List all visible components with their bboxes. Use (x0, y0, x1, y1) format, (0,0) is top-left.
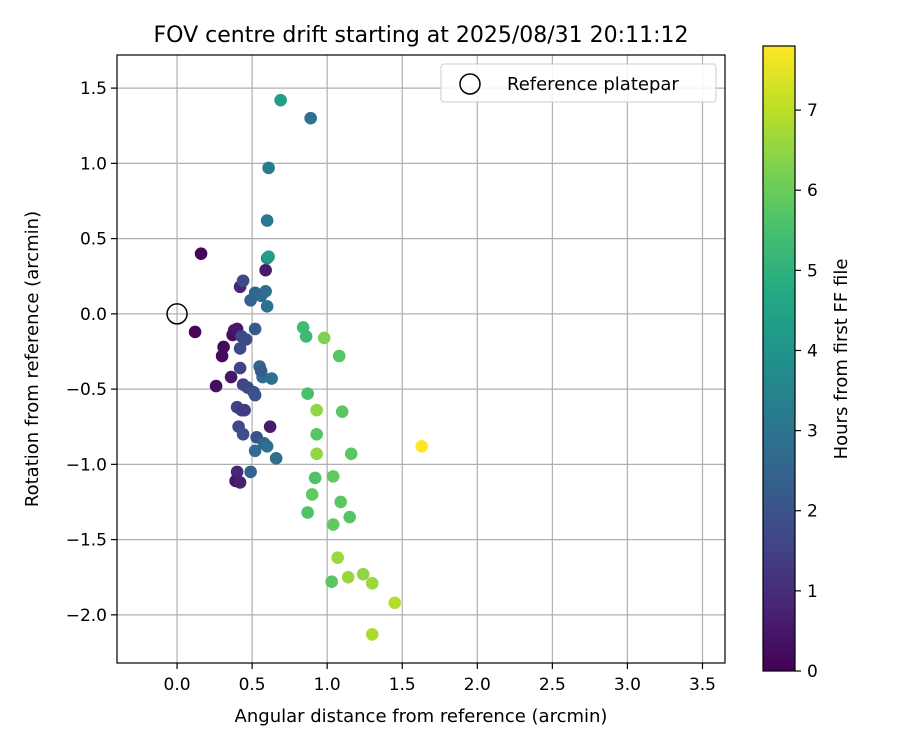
reference-platepar-marker (166, 303, 188, 325)
data-point (331, 551, 344, 564)
data-point (335, 405, 349, 418)
data-point (260, 439, 274, 453)
reference-marker (166, 303, 188, 325)
colorbar-tick-label: 3 (807, 422, 818, 442)
colorbar-tick-label: 5 (807, 261, 818, 281)
y-tick-label: 1.5 (80, 79, 107, 99)
data-point (356, 567, 370, 581)
data-point (254, 364, 268, 378)
x-tick-label: 3.0 (614, 675, 641, 695)
x-axis-label: Angular distance from reference (arcmin) (235, 706, 608, 727)
colorbar-tick-label: 4 (807, 341, 818, 361)
legend: Reference platepar (440, 63, 717, 103)
data-point (188, 325, 202, 339)
colorbar-tick-label: 0 (807, 662, 818, 682)
x-tick-label: 1.5 (389, 675, 416, 695)
grid-lines (117, 55, 725, 663)
data-point (215, 349, 229, 363)
data-point (224, 370, 238, 384)
legend-box (440, 63, 717, 103)
data-point (265, 372, 278, 385)
data-point (343, 510, 356, 524)
y-tick-label: 1.0 (80, 154, 107, 174)
data-point (299, 330, 313, 343)
y-tick-label: −0.5 (66, 380, 107, 400)
plot-area (116, 54, 726, 664)
data-point (236, 427, 250, 441)
y-tick-label: 0.0 (80, 305, 107, 325)
data-point (332, 349, 346, 363)
colorbar: 0 1 2 3 4 5 6 7 Hours from first FF file (762, 45, 852, 682)
x-axis: 0.0 0.5 1.0 1.5 2.0 2.5 3.0 3.5 (164, 663, 716, 695)
x-tick-label: 0.0 (164, 675, 191, 695)
data-point (259, 284, 272, 298)
legend-marker-icon (459, 73, 481, 95)
colorbar-tick-label: 7 (807, 101, 818, 121)
data-point (235, 403, 248, 417)
data-point (388, 596, 402, 610)
x-tick-label: 2.5 (539, 675, 566, 695)
data-point (230, 465, 244, 479)
data-point (262, 250, 275, 263)
colorbar-label: Hours from first FF file (831, 259, 852, 460)
data-point (317, 331, 331, 345)
data-point (244, 465, 257, 479)
data-point (325, 575, 338, 589)
colorbar-ticks: 0 1 2 3 4 5 6 7 (795, 101, 818, 682)
x-tick-label: 1.0 (314, 675, 341, 695)
data-point (415, 439, 429, 453)
y-axis: 1.5 1.0 0.5 0.0 −0.5 −1.0 −1.5 −2.0 (66, 79, 117, 626)
data-point (239, 333, 253, 346)
data-point (233, 361, 247, 375)
y-tick-label: −1.0 (66, 455, 107, 475)
y-axis-label: Rotation from reference (arcmin) (22, 211, 43, 507)
data-point (248, 444, 262, 458)
data-point (274, 93, 287, 107)
y-tick-label: −2.0 (66, 606, 107, 626)
colorbar-tick-label: 1 (807, 582, 818, 602)
data-point (341, 570, 355, 584)
data-point (301, 387, 314, 400)
data-point (365, 576, 379, 590)
data-point (304, 111, 317, 125)
data-point (194, 247, 208, 260)
data-point (310, 447, 323, 461)
colorbar-tick-label: 2 (807, 502, 818, 522)
legend-label: Reference platepar (507, 74, 679, 95)
data-point (248, 322, 262, 336)
data-point (259, 263, 272, 277)
data-point (365, 628, 379, 641)
data-point (326, 518, 340, 531)
data-point (236, 274, 250, 288)
data-point (260, 300, 274, 313)
data-point (301, 506, 314, 519)
data-point (310, 403, 323, 417)
data-point (305, 488, 319, 501)
data-point (334, 495, 347, 509)
data-point (344, 447, 358, 461)
data-point (269, 452, 283, 465)
data-point (310, 427, 323, 441)
data-point (233, 342, 247, 355)
x-tick-label: 0.5 (239, 675, 266, 695)
x-tick-label: 2.0 (464, 675, 491, 695)
data-point (326, 470, 340, 483)
data-point (262, 161, 275, 175)
colorbar-tick-label: 6 (807, 181, 818, 201)
chart-title: FOV centre drift starting at 2025/08/31 … (154, 23, 689, 48)
data-point (248, 388, 262, 402)
data-points (188, 93, 429, 641)
data-point (263, 420, 277, 434)
data-point (209, 379, 223, 393)
data-point (260, 214, 274, 227)
y-tick-label: −1.5 (66, 531, 107, 551)
data-point (233, 476, 247, 489)
colorbar-gradient (762, 45, 796, 672)
x-tick-label: 3.5 (689, 675, 716, 695)
y-tick-label: 0.5 (80, 230, 107, 250)
data-point (308, 471, 322, 485)
